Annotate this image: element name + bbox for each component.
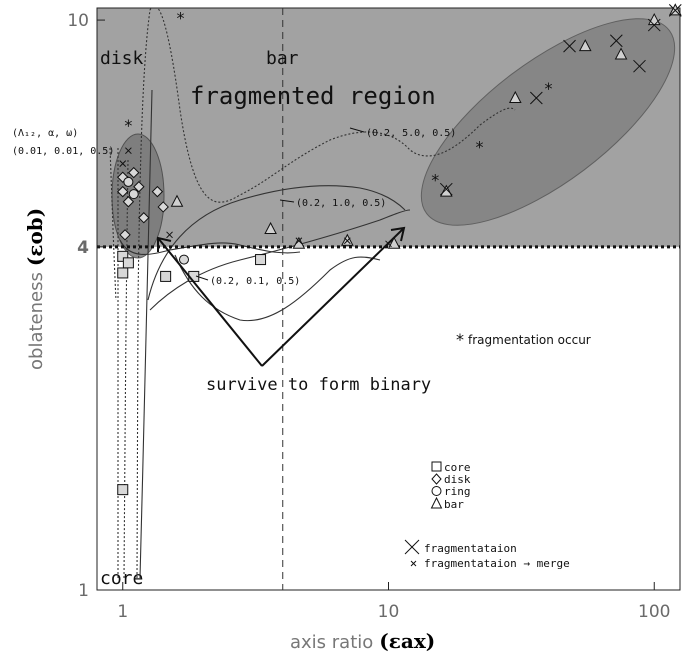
region-label-core: core: [100, 568, 143, 589]
track-1: [136, 8, 516, 579]
track-4: [139, 89, 153, 579]
survive-label: survive to form binary: [206, 375, 431, 395]
point-triangle: [508, 90, 522, 103]
survive-arrows: [157, 226, 406, 367]
data-markers: * * * * *: [117, 3, 682, 496]
legend-frag-merge-label: fragmentataion → merge: [424, 557, 570, 570]
point-circle: [123, 176, 134, 187]
legend-frag-merge-marker: [410, 560, 417, 567]
point-diamond: [122, 196, 135, 208]
point-triangle: [341, 233, 354, 246]
point-triangle: [264, 221, 277, 234]
legend-ring-label: ring: [444, 485, 471, 498]
axis-ticks: 1 10 100 1 4 10: [67, 11, 670, 622]
x-axis-title: axis ratio (εax): [290, 629, 435, 653]
point-star: *: [431, 171, 439, 190]
legend-core-label: core: [444, 461, 471, 474]
point-square: [255, 254, 267, 266]
region-label-bar: bar: [266, 48, 299, 69]
region-label-fragmented: fragmented region: [190, 82, 436, 110]
point-square: [122, 257, 134, 269]
survive-arrowhead-right: [390, 226, 406, 242]
point-smallx: [343, 237, 351, 245]
point-bigx: [633, 59, 646, 73]
track-6: [149, 209, 411, 311]
leader-p3: [279, 199, 295, 203]
point-circle: [178, 254, 189, 265]
y-tick-label: 1: [78, 581, 89, 601]
survive-arrowhead-left: [157, 236, 172, 252]
legend-disk-marker: [431, 473, 442, 485]
point-bigx: [609, 34, 623, 48]
x-tick-label: 1: [117, 602, 128, 622]
point-bigx: [439, 182, 453, 196]
survive-arrow-left: [157, 237, 263, 367]
point-diamond: [138, 212, 150, 224]
point-star: *: [177, 9, 185, 28]
point-triangle: [578, 39, 592, 52]
region-label-disk: disk: [100, 48, 144, 69]
survive-arrow-right: [261, 227, 405, 367]
point-triangle: [439, 184, 453, 197]
leader-p4: [195, 275, 209, 281]
point-smallx: [295, 237, 303, 245]
point-triangle: [668, 3, 682, 16]
point-diamond: [119, 229, 131, 241]
point-smallx: [119, 160, 127, 167]
legend-frag-marker: [404, 539, 420, 555]
legend-ring-marker: [431, 486, 442, 496]
star-legend-marker: *: [456, 330, 464, 349]
legend-frag-label: fragmentataion: [424, 542, 517, 555]
annotation-p3: (0.2, 1.0, 0.5): [296, 198, 386, 209]
point-diamond: [157, 201, 169, 213]
legend-disk-label: disk: [444, 473, 471, 486]
y-tick-label: 10: [67, 11, 89, 31]
point-triangle: [387, 236, 401, 249]
track-5: [147, 185, 406, 301]
point-bigx: [647, 18, 661, 32]
legend-core-marker: [431, 461, 442, 472]
track-7: [174, 254, 381, 322]
point-square: [117, 484, 129, 496]
point-diamond: [133, 181, 145, 193]
fragmentation-occur-note: fragmentation occur: [468, 333, 591, 347]
point-triangle: [614, 47, 628, 60]
annotation-p1: (0.01, 0.01, 0.5): [12, 146, 114, 157]
point-star: *: [544, 79, 552, 98]
point-diamond: [151, 185, 164, 198]
point-bigx: [563, 39, 576, 53]
annotation-p2: (0.2, 5.0, 0.5): [366, 128, 456, 139]
point-square: [160, 270, 172, 282]
annotation-p4: (0.2, 0.1, 0.5): [210, 276, 300, 287]
track-3: [123, 159, 129, 579]
point-smallx: [166, 231, 173, 239]
evolution-tracks: [109, 8, 516, 579]
point-star: *: [124, 116, 132, 135]
point-diamond: [117, 185, 129, 198]
legend-bar-marker: [430, 496, 443, 509]
x-tick-label: 10: [378, 602, 400, 622]
legend-bar-label: bar: [444, 498, 464, 511]
x-tick-label: 100: [638, 602, 670, 622]
leader-p2: [349, 127, 365, 133]
point-triangle: [170, 194, 184, 207]
point-square: [117, 267, 129, 279]
y-axis-title: oblateness(εob): [23, 208, 47, 370]
track-8: [119, 239, 301, 255]
point-star: *: [475, 138, 483, 157]
point-square: [117, 250, 129, 262]
point-diamond: [128, 166, 140, 179]
point-bigx: [529, 91, 543, 105]
point-smallx: [125, 147, 132, 155]
track-9: [109, 147, 117, 301]
point-circle: [128, 189, 139, 200]
point-bigx: [668, 4, 682, 17]
param-header: (Λ₁₂, α, ω): [12, 128, 78, 139]
annotation-leaders: [195, 127, 365, 281]
fragmentation-cluster-ellipse: [420, 18, 676, 226]
y-tick-label: 4: [77, 238, 89, 258]
legend: core disk ring bar fragmentataion fragme…: [404, 461, 570, 570]
